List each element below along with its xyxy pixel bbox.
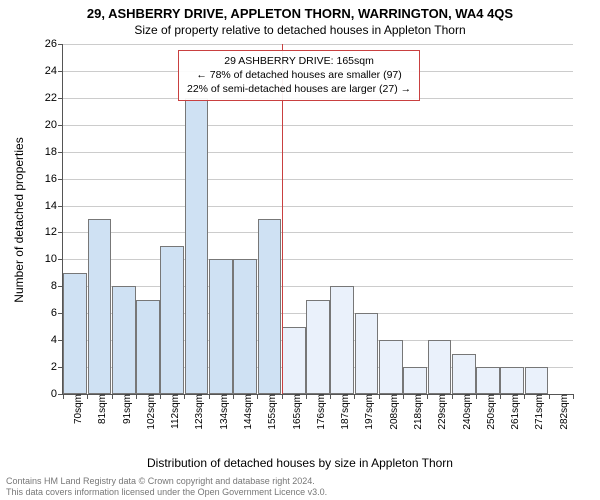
y-tick-mark bbox=[58, 125, 63, 126]
x-tick-mark bbox=[282, 394, 283, 399]
grid-line bbox=[63, 206, 573, 207]
grid-line bbox=[63, 232, 573, 233]
y-tick-mark bbox=[58, 98, 63, 99]
grid-line bbox=[63, 259, 573, 260]
histogram-bar bbox=[403, 367, 427, 394]
histogram-bar bbox=[452, 354, 476, 394]
histogram-bar bbox=[379, 340, 403, 394]
x-tick-mark bbox=[306, 394, 307, 399]
histogram-bar bbox=[428, 340, 452, 394]
x-tick-mark bbox=[524, 394, 525, 399]
y-tick-mark bbox=[58, 152, 63, 153]
chart-plot-area: 0246810121416182022242670sqm81sqm91sqm10… bbox=[62, 44, 573, 395]
x-axis-label: Distribution of detached houses by size … bbox=[0, 456, 600, 470]
y-axis-label: Number of detached properties bbox=[12, 137, 26, 302]
grid-line bbox=[63, 44, 573, 45]
histogram-bar bbox=[63, 273, 87, 394]
x-tick-label: 112sqm bbox=[164, 394, 181, 429]
x-tick-mark bbox=[112, 394, 113, 399]
chart-footer: Contains HM Land Registry data © Crown c… bbox=[6, 476, 327, 499]
histogram-bar bbox=[355, 313, 379, 394]
footer-line2: This data covers information licensed un… bbox=[6, 487, 327, 498]
x-tick-mark bbox=[476, 394, 477, 399]
x-tick-label: 218sqm bbox=[407, 394, 424, 430]
x-tick-label: 70sqm bbox=[67, 394, 84, 424]
x-tick-mark bbox=[87, 394, 88, 399]
histogram-bar bbox=[306, 300, 330, 394]
x-tick-label: 176sqm bbox=[310, 394, 327, 430]
y-tick-mark bbox=[58, 44, 63, 45]
x-tick-mark bbox=[330, 394, 331, 399]
y-tick-mark bbox=[58, 206, 63, 207]
x-tick-mark bbox=[257, 394, 258, 399]
grid-line bbox=[63, 179, 573, 180]
x-tick-mark bbox=[379, 394, 380, 399]
x-tick-label: 155sqm bbox=[261, 394, 278, 430]
histogram-bar bbox=[282, 327, 306, 394]
x-tick-mark bbox=[452, 394, 453, 399]
x-tick-mark bbox=[184, 394, 185, 399]
x-tick-mark bbox=[136, 394, 137, 399]
x-tick-label: 134sqm bbox=[213, 394, 230, 430]
grid-line bbox=[63, 152, 573, 153]
x-tick-label: 261sqm bbox=[504, 394, 521, 430]
x-tick-label: 250sqm bbox=[480, 394, 497, 430]
x-tick-label: 229sqm bbox=[431, 394, 448, 430]
histogram-bar bbox=[209, 259, 233, 394]
histogram-bar bbox=[258, 219, 282, 394]
y-tick-mark bbox=[58, 259, 63, 260]
chart-title-sub: Size of property relative to detached ho… bbox=[0, 21, 600, 37]
x-tick-label: 81sqm bbox=[91, 394, 108, 424]
y-tick-mark bbox=[58, 71, 63, 72]
x-tick-label: 102sqm bbox=[140, 394, 157, 430]
histogram-bar bbox=[112, 286, 136, 394]
x-tick-mark bbox=[427, 394, 428, 399]
histogram-bar bbox=[88, 219, 112, 394]
x-tick-mark bbox=[354, 394, 355, 399]
x-tick-label: 271sqm bbox=[528, 394, 545, 430]
histogram-bar bbox=[525, 367, 549, 394]
x-tick-mark bbox=[209, 394, 210, 399]
x-tick-label: 197sqm bbox=[358, 394, 375, 430]
x-tick-label: 208sqm bbox=[383, 394, 400, 430]
x-tick-label: 282sqm bbox=[553, 394, 570, 430]
x-tick-mark bbox=[549, 394, 550, 399]
histogram-bar bbox=[476, 367, 500, 394]
x-tick-label: 240sqm bbox=[456, 394, 473, 430]
grid-line bbox=[63, 286, 573, 287]
info-box-line1: 29 ASHBERRY DRIVE: 165sqm bbox=[187, 54, 411, 68]
x-tick-mark bbox=[573, 394, 574, 399]
histogram-bar bbox=[500, 367, 524, 394]
x-tick-mark bbox=[233, 394, 234, 399]
x-tick-label: 165sqm bbox=[286, 394, 303, 430]
histogram-bar bbox=[136, 300, 160, 394]
y-tick-mark bbox=[58, 232, 63, 233]
info-box-line3: 22% of semi-detached houses are larger (… bbox=[187, 82, 411, 96]
histogram-bar bbox=[185, 98, 209, 394]
histogram-bar bbox=[330, 286, 354, 394]
chart-info-box: 29 ASHBERRY DRIVE: 165sqm ← 78% of detac… bbox=[178, 50, 420, 101]
info-box-line2: ← 78% of detached houses are smaller (97… bbox=[187, 68, 411, 82]
histogram-bar bbox=[233, 259, 257, 394]
x-tick-mark bbox=[160, 394, 161, 399]
x-tick-mark bbox=[500, 394, 501, 399]
x-tick-mark bbox=[403, 394, 404, 399]
grid-line bbox=[63, 125, 573, 126]
x-tick-mark bbox=[63, 394, 64, 399]
y-tick-mark bbox=[58, 179, 63, 180]
chart-title-main: 29, ASHBERRY DRIVE, APPLETON THORN, WARR… bbox=[0, 0, 600, 21]
x-tick-label: 187sqm bbox=[334, 394, 351, 430]
x-tick-label: 91sqm bbox=[116, 394, 133, 424]
x-tick-label: 144sqm bbox=[237, 394, 254, 430]
x-tick-label: 123sqm bbox=[188, 394, 205, 430]
footer-line1: Contains HM Land Registry data © Crown c… bbox=[6, 476, 327, 487]
histogram-bar bbox=[160, 246, 184, 394]
chart-container: 29, ASHBERRY DRIVE, APPLETON THORN, WARR… bbox=[0, 0, 600, 500]
